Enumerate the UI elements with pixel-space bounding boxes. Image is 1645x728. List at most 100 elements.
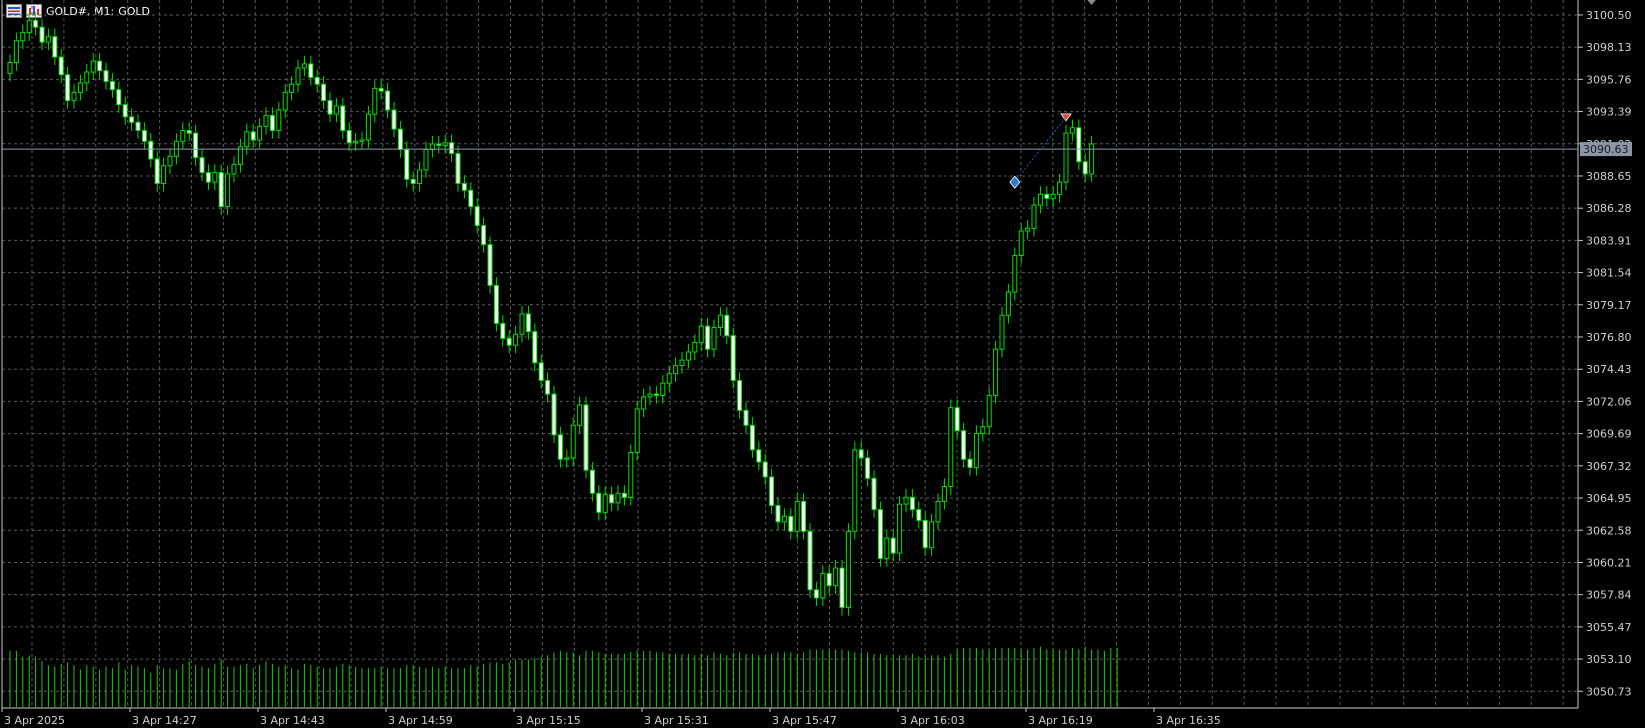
candle-body [839, 567, 845, 608]
candle-body [935, 500, 941, 523]
candle-body [1057, 181, 1063, 195]
candle-body [199, 157, 205, 174]
candle-body [564, 457, 570, 460]
candle-body [570, 424, 576, 459]
candle-body [1005, 291, 1011, 316]
candle-body [980, 426, 986, 434]
y-tick-label: 3098.13 [1586, 41, 1632, 54]
current-price-label: 3090.63 [1583, 143, 1629, 156]
candle-body [500, 322, 506, 339]
candle-body [340, 105, 346, 131]
y-tick-label: 3055.47 [1586, 621, 1632, 634]
candle-body [532, 331, 538, 364]
candle-body [545, 379, 551, 395]
candle-body [20, 32, 26, 42]
candle-body [135, 121, 141, 131]
y-tick-label: 3072.06 [1586, 395, 1632, 408]
candle-body [525, 313, 531, 333]
candle-body [916, 509, 922, 521]
calendar-icon[interactable] [6, 4, 22, 18]
candle-body [301, 63, 307, 69]
candle-body [103, 70, 109, 83]
candle-body [807, 530, 813, 591]
candle-body [621, 492, 627, 498]
candle-body [436, 143, 442, 146]
candle-body [282, 91, 288, 111]
candle-body [365, 113, 371, 141]
candle-body [276, 109, 282, 131]
y-tick-label: 3079.17 [1586, 299, 1632, 312]
candle-body [711, 327, 717, 350]
candle-body [161, 165, 167, 184]
candle-body [986, 394, 992, 428]
candle-body [77, 82, 83, 93]
candle-body [589, 469, 595, 494]
candle-body [263, 115, 269, 127]
candle-body [628, 452, 634, 498]
candle-body [865, 457, 871, 479]
candle-body [673, 365, 679, 375]
candle-body [634, 408, 640, 454]
candle-body [372, 87, 378, 115]
candle-body [717, 314, 723, 329]
y-tick-label: 3062.58 [1586, 524, 1632, 537]
candle-body [1050, 193, 1056, 199]
candle-body [231, 163, 237, 175]
chart-shift-icon [1087, 0, 1096, 5]
candle-body [84, 71, 90, 84]
buy-arrow-icon [1009, 175, 1021, 189]
candle-body [653, 393, 659, 396]
candle-body [417, 169, 423, 184]
candle-body [641, 396, 647, 410]
candle-body [660, 382, 666, 396]
candle-body [961, 430, 967, 460]
candle-body [1063, 132, 1069, 183]
candle-body [26, 19, 32, 34]
candle-body [308, 63, 314, 78]
candle-body [346, 129, 352, 144]
candle-body [506, 337, 512, 346]
x-tick-label: 3 Apr 15:15 [516, 714, 581, 727]
candle-body [973, 432, 979, 468]
y-tick-label: 3095.76 [1586, 73, 1632, 86]
chart-icon[interactable] [26, 4, 42, 18]
sell-arrow-icon [1060, 113, 1072, 122]
y-tick-label: 3100.50 [1586, 9, 1632, 22]
y-tick-label: 3088.65 [1586, 170, 1632, 183]
symbol-label: GOLD#, M1: [46, 4, 115, 18]
y-tick-label: 3086.28 [1586, 202, 1632, 215]
x-tick-label: 3 Apr 14:27 [132, 714, 197, 727]
candle-body [705, 325, 711, 350]
candle-body [1031, 204, 1037, 229]
candle-body [909, 496, 915, 511]
candle-body [692, 341, 698, 353]
candle-body [647, 393, 653, 398]
y-tick-label: 3069.69 [1586, 428, 1632, 441]
candle-body [122, 104, 128, 118]
y-tick-label: 3074.43 [1586, 363, 1632, 376]
candle-body [474, 206, 480, 227]
candle-body [698, 325, 704, 343]
candle-body [1089, 143, 1095, 175]
candle-body [39, 26, 45, 43]
x-tick-label: 3 Apr 14:43 [260, 714, 325, 727]
candle-body [71, 91, 77, 102]
candle-body [666, 373, 672, 384]
x-tick-label: 3 Apr 15:47 [772, 714, 837, 727]
candle-body [116, 89, 122, 106]
candle-body [333, 105, 339, 115]
candle-body [551, 393, 557, 436]
candle-body [538, 362, 544, 381]
candle-body [289, 83, 295, 93]
candle-body [583, 404, 589, 471]
candle-body [826, 572, 832, 587]
candle-body [321, 83, 327, 102]
candle-body [295, 67, 301, 85]
candle-body [109, 81, 115, 91]
candle-body [148, 140, 154, 160]
candle-body [13, 40, 19, 64]
candle-body [1012, 254, 1018, 293]
candle-body [756, 449, 762, 463]
